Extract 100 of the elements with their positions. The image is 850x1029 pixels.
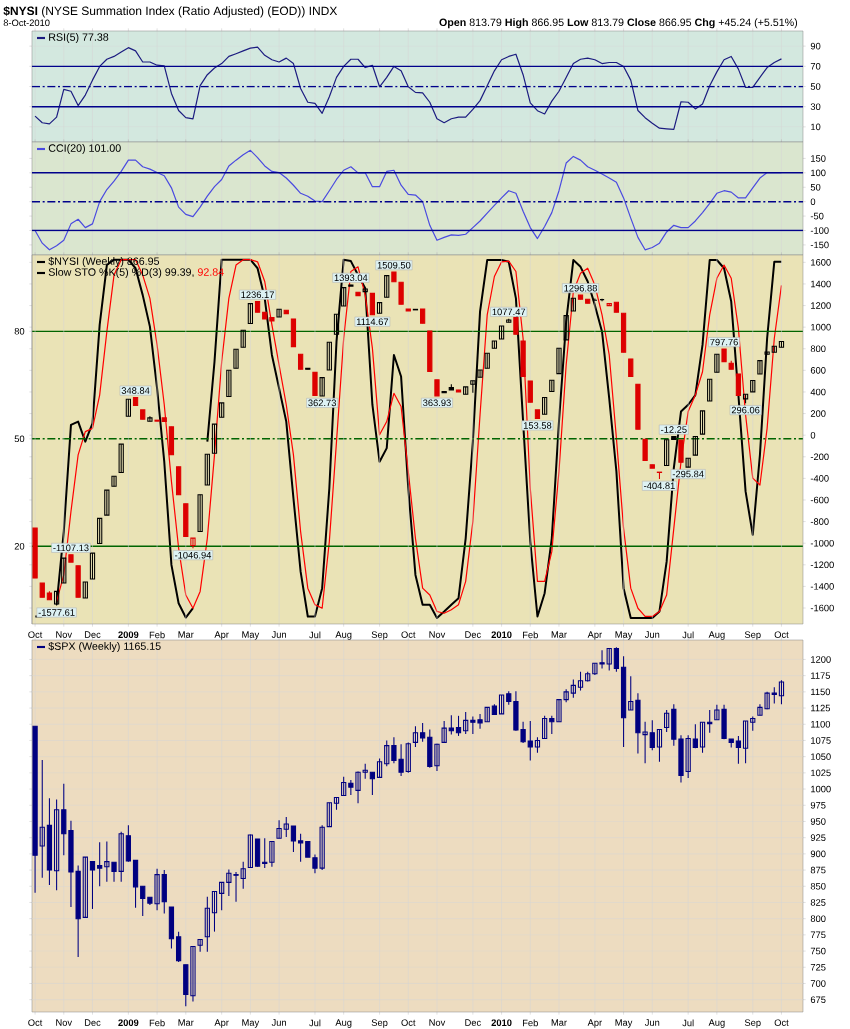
candlestick	[341, 287, 347, 307]
candlestick	[53, 798, 60, 891]
y-tick-label: 1175	[811, 672, 831, 679]
y-tick-label: 0	[810, 431, 816, 439]
y-tick-label: -100	[810, 227, 829, 234]
candlestick	[498, 694, 505, 715]
candlestick	[541, 715, 548, 740]
y-tick-label: 50	[810, 83, 821, 90]
candlestick	[556, 347, 562, 375]
candlestick	[39, 759, 45, 879]
candlestick	[197, 494, 203, 532]
y-tick-label: 675	[810, 996, 826, 1003]
candlestick	[219, 881, 225, 911]
x-tick-label: Jun	[271, 631, 286, 638]
y2-tick-label: 80	[14, 328, 25, 335]
candlestick	[764, 351, 770, 355]
x-tick-label: Apr	[214, 1019, 229, 1028]
candlestick	[104, 489, 110, 516]
candlestick	[333, 313, 340, 335]
y-tick-label: 100	[811, 169, 826, 177]
x-tick-label: Mar	[551, 631, 567, 638]
x-tick-label: Dec	[465, 631, 481, 638]
candlestick	[197, 938, 203, 953]
text: Open 813.79 High 866.95 Low 813.79 Close 866.95 Chg +45.24 (+5.51%)	[439, 18, 798, 29]
y-tick-label: -400	[810, 475, 829, 482]
candlestick	[778, 679, 785, 705]
y-tick-label: 875	[810, 866, 826, 874]
candlestick	[527, 720, 533, 762]
candlestick	[341, 776, 347, 797]
x-tick-label: Feb	[149, 631, 165, 639]
y-tick-label: 1025	[811, 769, 831, 777]
y-tick-label: 1150	[811, 688, 831, 696]
x-tick-label: 2010	[491, 1019, 512, 1026]
candlestick	[664, 709, 670, 733]
candlestick	[419, 722, 426, 743]
y-tick-label: -800	[810, 518, 829, 525]
x-tick-label: Jul	[682, 631, 694, 639]
candlestick	[649, 719, 655, 751]
annotation: -12.25	[661, 426, 687, 433]
candlestick	[233, 348, 239, 369]
y-tick-label: -50	[810, 212, 824, 220]
y-tick-label: 700	[810, 980, 826, 987]
x-tick-label: Jun	[644, 631, 660, 638]
y-tick-label: -1200	[810, 561, 834, 569]
y-tick-label: 1200	[811, 302, 831, 309]
y-tick-label: 0	[810, 198, 816, 205]
x-tick-label: May	[615, 1019, 633, 1028]
x-tick-label: Jun	[271, 1019, 286, 1026]
candlestick	[276, 819, 282, 839]
candlestick	[140, 885, 146, 917]
line-series	[34, 46, 783, 130]
x-tick-label: Oct	[774, 631, 789, 638]
y-tick-label: 775	[810, 931, 826, 939]
candlestick	[226, 369, 232, 398]
x-tick-label: Dec	[84, 1019, 101, 1026]
x-tick-label: Sep	[744, 1019, 761, 1028]
candlestick	[707, 709, 713, 734]
candlestick	[441, 720, 447, 743]
candlestick	[405, 741, 411, 774]
candlestick	[570, 678, 576, 699]
candlestick	[448, 714, 454, 736]
annotation: 1296.88	[564, 284, 597, 292]
y-tick-label: -1400	[810, 583, 834, 590]
y-tick-label: 10	[811, 123, 821, 131]
y-tick-label: 30	[810, 103, 821, 110]
x-tick-label: Aug	[335, 1019, 352, 1028]
candlestick	[89, 552, 96, 580]
x-tick-label: Jul	[682, 1019, 694, 1027]
y-tick-label: -1600	[810, 604, 834, 612]
y2-tick-label: 50	[14, 435, 25, 443]
annotation: -1046.94	[174, 551, 212, 559]
y-tick-label: -600	[810, 496, 829, 504]
candlestick	[742, 720, 749, 764]
candlestick	[664, 439, 670, 466]
x-tick-label: Feb	[523, 1019, 538, 1027]
candlestick	[477, 369, 483, 378]
y-tick-label: 800	[810, 915, 826, 922]
x-tick-label: Oct	[28, 631, 43, 638]
candlestick	[290, 825, 297, 853]
x-tick-label: Sep	[371, 631, 388, 640]
x-tick-label: 2009	[118, 1019, 139, 1026]
candlestick	[312, 371, 318, 397]
candlestick	[111, 475, 117, 487]
candlestick	[262, 837, 268, 869]
candlestick	[269, 841, 275, 868]
x-tick-label: Aug	[708, 1019, 725, 1028]
y-tick-label: 825	[810, 899, 826, 906]
candlestick	[757, 360, 763, 375]
candlestick	[384, 739, 390, 767]
candlestick	[118, 443, 124, 473]
legend-label: $SPX (Weekly) 1165.15	[48, 641, 161, 653]
x-tick-label: Oct	[401, 1019, 416, 1026]
y-tick-label: 50	[810, 183, 821, 191]
candlestick	[283, 816, 289, 838]
x-tick-label: Mar	[178, 1019, 194, 1026]
x-tick-label: Dec	[465, 1019, 481, 1026]
x-tick-label: Apr	[587, 631, 602, 640]
annotation: 296.06	[731, 406, 760, 414]
y-tick-label: 1125	[811, 704, 831, 712]
y-tick-label: -1000	[810, 539, 834, 547]
